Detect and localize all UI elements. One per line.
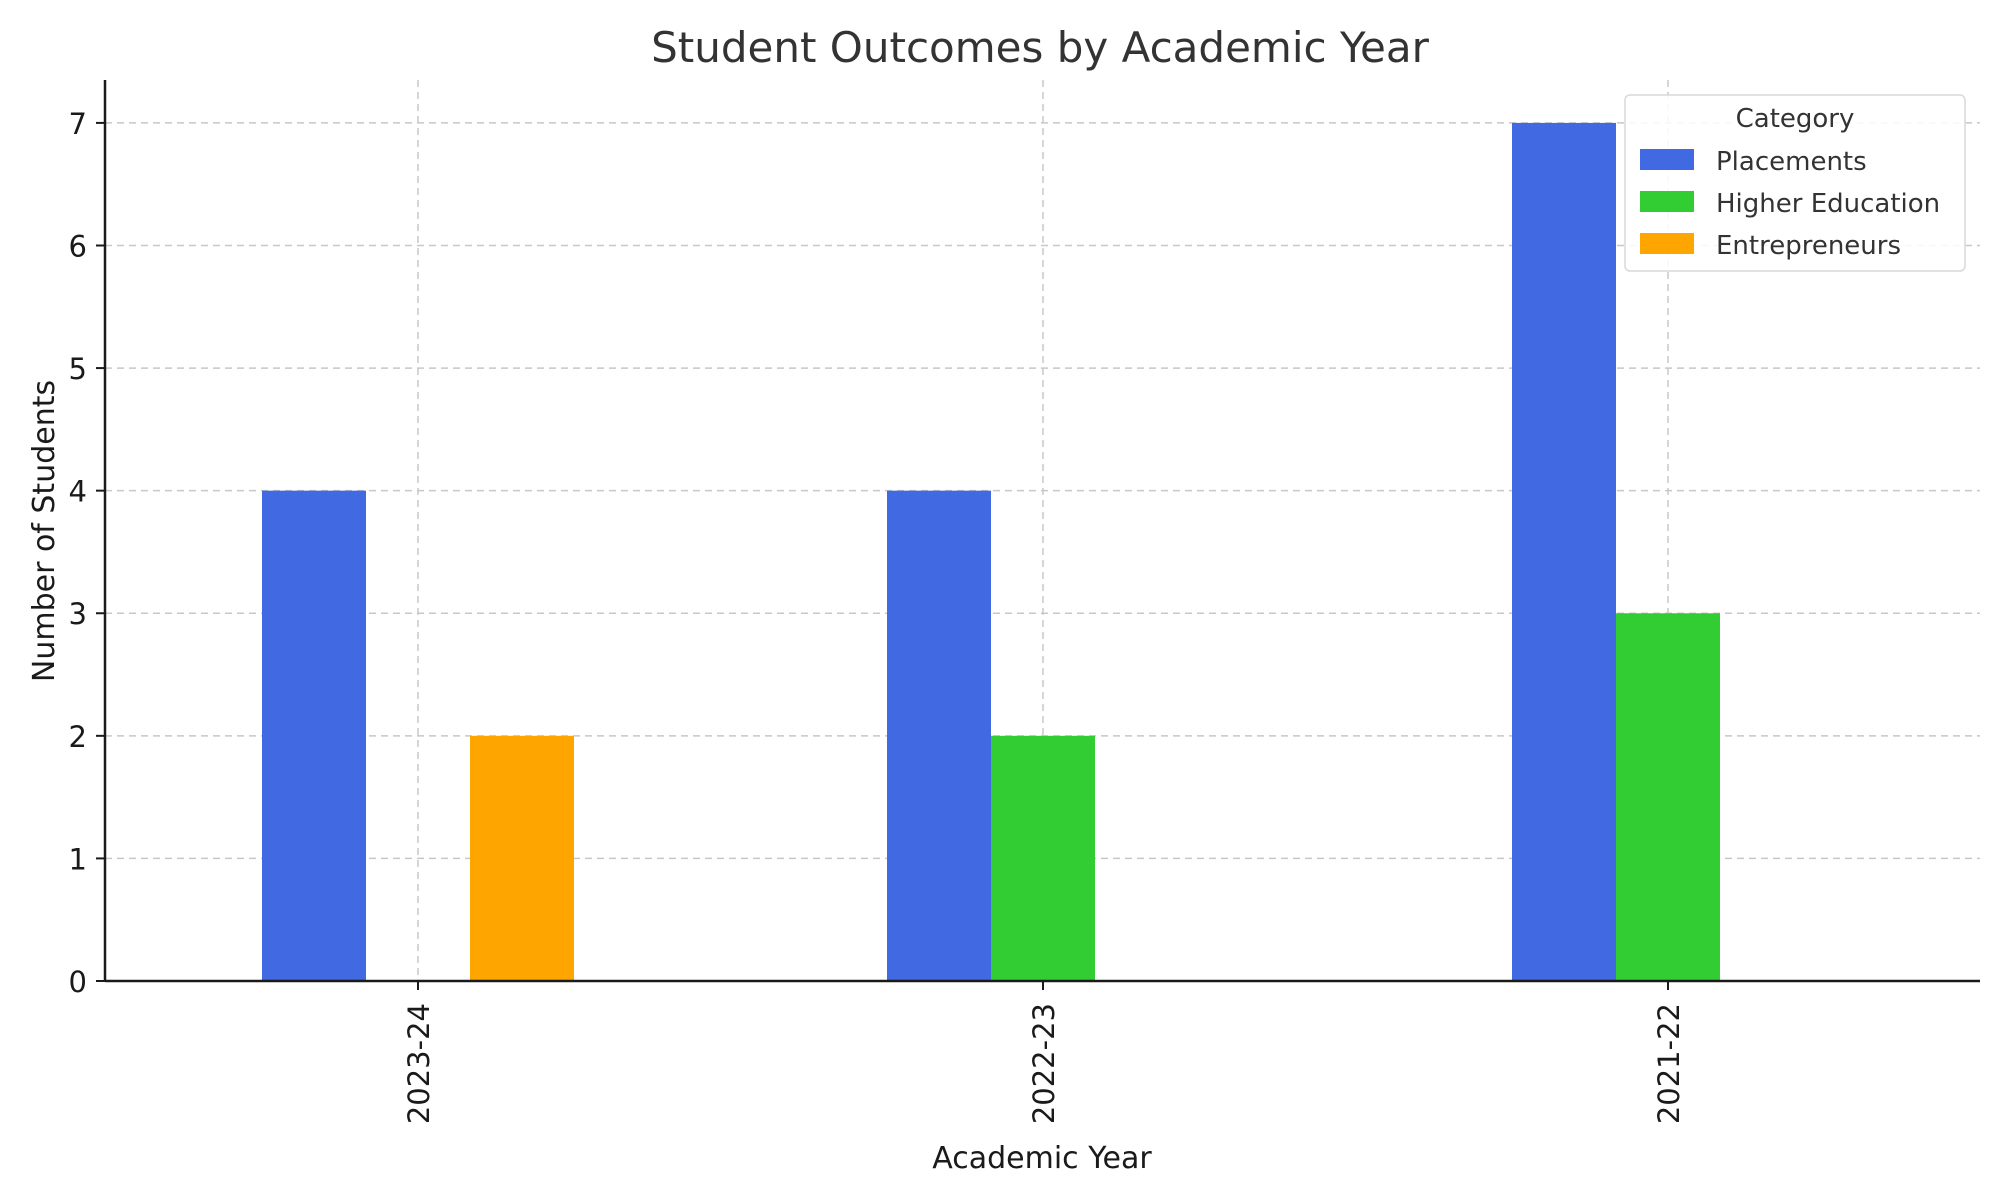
legend-title: Category	[1736, 104, 1855, 134]
y-tick-label: 3	[69, 597, 87, 631]
bar: 2023-24 — Entrepreneurs: 2	[470, 735, 574, 981]
y-tick-label: 6	[69, 229, 87, 263]
legend-box	[1624, 94, 1966, 272]
x-tick-label: 2021-22	[1652, 1003, 1686, 1124]
bars: 2023-24 — Placements: 4 2022-23 — Placeme…	[262, 122, 1720, 981]
legend: Category Placements Higher Education Entre…	[1624, 94, 1966, 272]
y-tick-label: 4	[69, 475, 87, 509]
bar: 2022-23 — Placements: 4	[887, 490, 991, 981]
legend-swatch	[1640, 191, 1694, 212]
y-axis-label: Number of Students	[27, 380, 62, 682]
bar: 2021-22 — Higher Education: 3	[1616, 613, 1720, 981]
legend-swatch	[1640, 149, 1694, 170]
legend-label: Higher Education	[1716, 189, 1940, 219]
chart-title: Student Outcomes by Academic Year	[651, 23, 1429, 72]
bar: 2021-22 — Placements: 7	[1512, 122, 1616, 981]
x-tick-label: 2023-24	[402, 1003, 436, 1124]
x-axis-label: Academic Year	[932, 1141, 1152, 1176]
grid-lines	[105, 80, 1980, 981]
x-tick-label: 2022-23	[1027, 1003, 1061, 1124]
y-tick-label: 0	[69, 965, 87, 999]
y-ticks: 0 1 2 3 4 5 6 7	[69, 107, 105, 999]
legend-label: Placements	[1716, 147, 1867, 177]
legend-swatch	[1640, 233, 1694, 254]
y-tick-label: 2	[69, 720, 87, 754]
bar: 2022-23 — Higher Education: 2	[991, 735, 1095, 981]
y-tick-label: 5	[69, 352, 87, 386]
y-tick-label: 7	[69, 107, 87, 141]
legend-label: Entrepreneurs	[1716, 231, 1901, 261]
x-ticks: 2023-24 2022-23 2021-22	[402, 981, 1686, 1124]
y-tick-label: 1	[69, 842, 87, 876]
bar: 2023-24 — Placements: 4	[262, 490, 366, 981]
